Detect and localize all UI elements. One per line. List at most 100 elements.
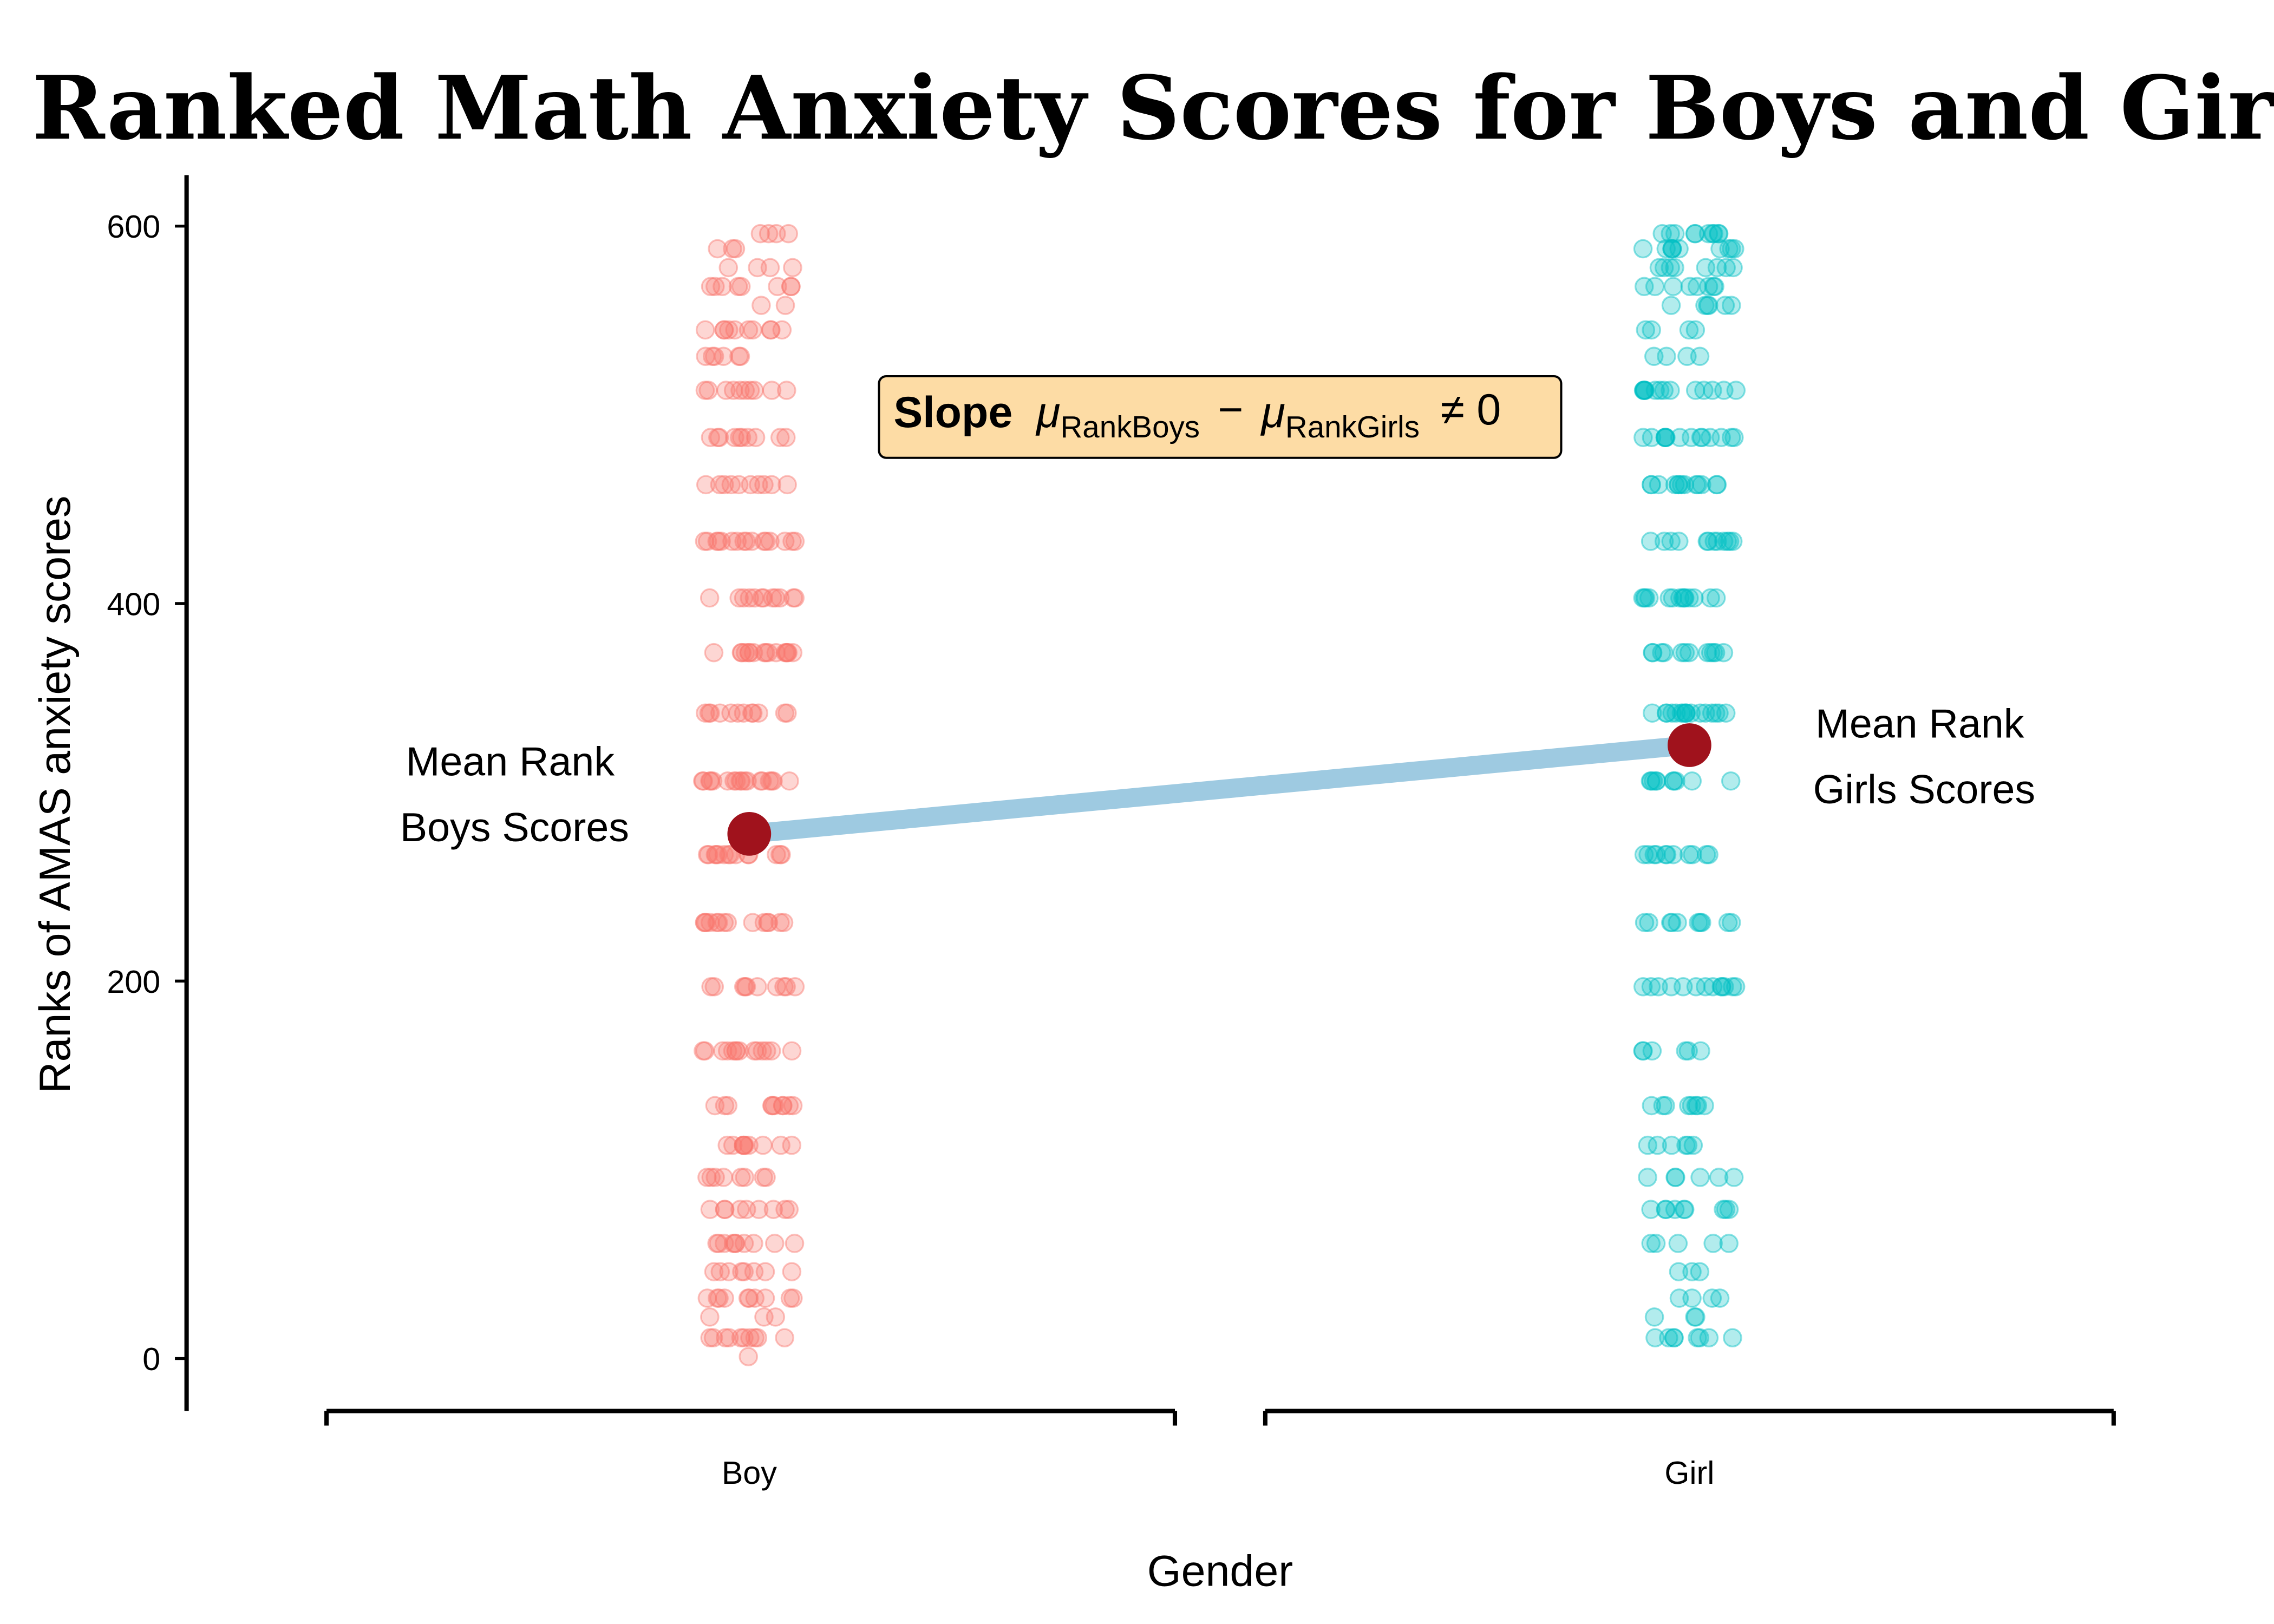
boy-rank-point [774,913,794,932]
girl-rank-point [1723,1328,1742,1348]
girl-rank-point [1703,977,1723,997]
girl-rank-point [1685,224,1705,244]
girl-rank-point [1661,224,1680,244]
girl-rank-point [1721,771,1741,791]
boy-rank-point [735,1168,755,1187]
boy-rank-point [779,1200,799,1219]
girl-rank-point [1634,844,1654,865]
girl-rank-point [1652,643,1671,663]
boy-rank-point [739,1288,759,1308]
girl-rank-point [1646,771,1666,791]
girl-rank-point [1715,977,1734,997]
girl-rank-point [1654,532,1674,551]
boy-rank-point [701,771,721,791]
boy-rank-point [743,703,763,723]
boy-rank-point [713,277,732,297]
boy-rank-point [764,1096,784,1116]
boy-rank-point [781,277,801,297]
mu-boys: μ [1035,388,1060,437]
girl-rank-point [1698,224,1718,244]
girl-rank-point [1633,381,1654,400]
girl-rank-point [1686,1096,1706,1116]
boy-rank-point [715,1200,735,1219]
girl-rank-point [1721,428,1741,447]
girl-rank-point [1670,428,1690,447]
boy-rank-point [704,643,724,663]
girl-rank-point [1664,771,1683,791]
boy-rank-point [751,771,770,791]
girl-rank-point [1690,1262,1710,1282]
boy-rank-point [761,1041,781,1061]
boy-rank-point [699,703,719,723]
girl-rank-point [1650,381,1670,400]
boy-rank-point [740,1328,760,1348]
boy-rank-point [714,1168,734,1187]
girl-rank-point [1669,1262,1689,1282]
boy-rank-point [779,1096,799,1116]
girl-rank-point [1699,1328,1719,1348]
girl-rank-point [1653,1096,1673,1116]
boy-rank-point [748,258,767,278]
boy-rank-point [695,913,715,932]
boy-rank-point [731,277,751,297]
girl-rank-point [1642,1041,1662,1061]
boy-rank-point [753,771,772,791]
boy-rank-point [697,532,717,551]
boy-rank-point [775,532,795,551]
boy-rank-point [701,428,721,447]
girl-rank-point [1683,1135,1703,1155]
girl-rank-point [1716,1200,1736,1219]
boy-rank-point [698,844,718,865]
girl-rank-point [1696,258,1716,278]
girl-rank-point [1720,532,1740,551]
minus-sign: − [1218,385,1243,434]
girl-rank-point [1644,844,1664,865]
girl-rank-point [1636,320,1656,340]
slope-annotation-box: Slope μRankBoys − μRankGirls ≠ 0 [878,375,1563,459]
boy-rank-point [727,532,747,551]
boy-rank-point [782,1262,802,1282]
girl-rank-point [1646,1234,1666,1253]
boy-rank-point [700,1307,720,1327]
boy-rank-point [782,1135,802,1155]
girl-rank-point [1644,346,1664,366]
girl-rank-point [1706,703,1726,723]
boy-rank-point [766,588,786,608]
girl-rank-point [1649,977,1668,997]
girl-rank-point [1684,588,1704,608]
girl-rank-point [1654,643,1674,663]
boy-rank-point [720,844,740,865]
girl-rank-point [1656,1096,1675,1116]
boy-rank-point [744,588,764,608]
girl-rank-point [1643,643,1662,663]
boy-rank-point [740,381,760,400]
boy-rank-point [745,1328,765,1348]
boy-rank-point [753,1135,773,1155]
boy-rank-point [704,346,724,366]
boy-rank-point [707,913,727,932]
boy-rank-point [736,532,756,551]
boy-rank-point [701,977,721,997]
girl-rank-point [1656,1200,1675,1219]
boy-rank-point [708,428,728,447]
girl-rank-point [1672,643,1692,663]
girl-rank-point [1645,277,1665,297]
boy-rank-point [695,381,715,400]
boy-rank-point [729,346,749,366]
girl-rank-point [1725,239,1744,259]
boy-rank-point [718,1096,738,1116]
girl-rank-point [1641,771,1661,791]
girl-rank-point [1723,258,1743,278]
boy-rank-point [748,977,767,997]
girl-rank-point [1695,1096,1714,1116]
boy-rank-point [707,1234,727,1253]
boy-rank-point [726,1041,746,1061]
boy-rank-point [715,475,734,495]
girl-rank-point [1704,532,1724,551]
boy-rank-point [781,277,801,297]
boy-rank-point [743,643,763,663]
boy-rank-point [776,428,796,447]
girl-rank-point [1696,703,1715,723]
girl-rank-point [1642,475,1661,495]
girl-rank-point [1661,381,1680,400]
